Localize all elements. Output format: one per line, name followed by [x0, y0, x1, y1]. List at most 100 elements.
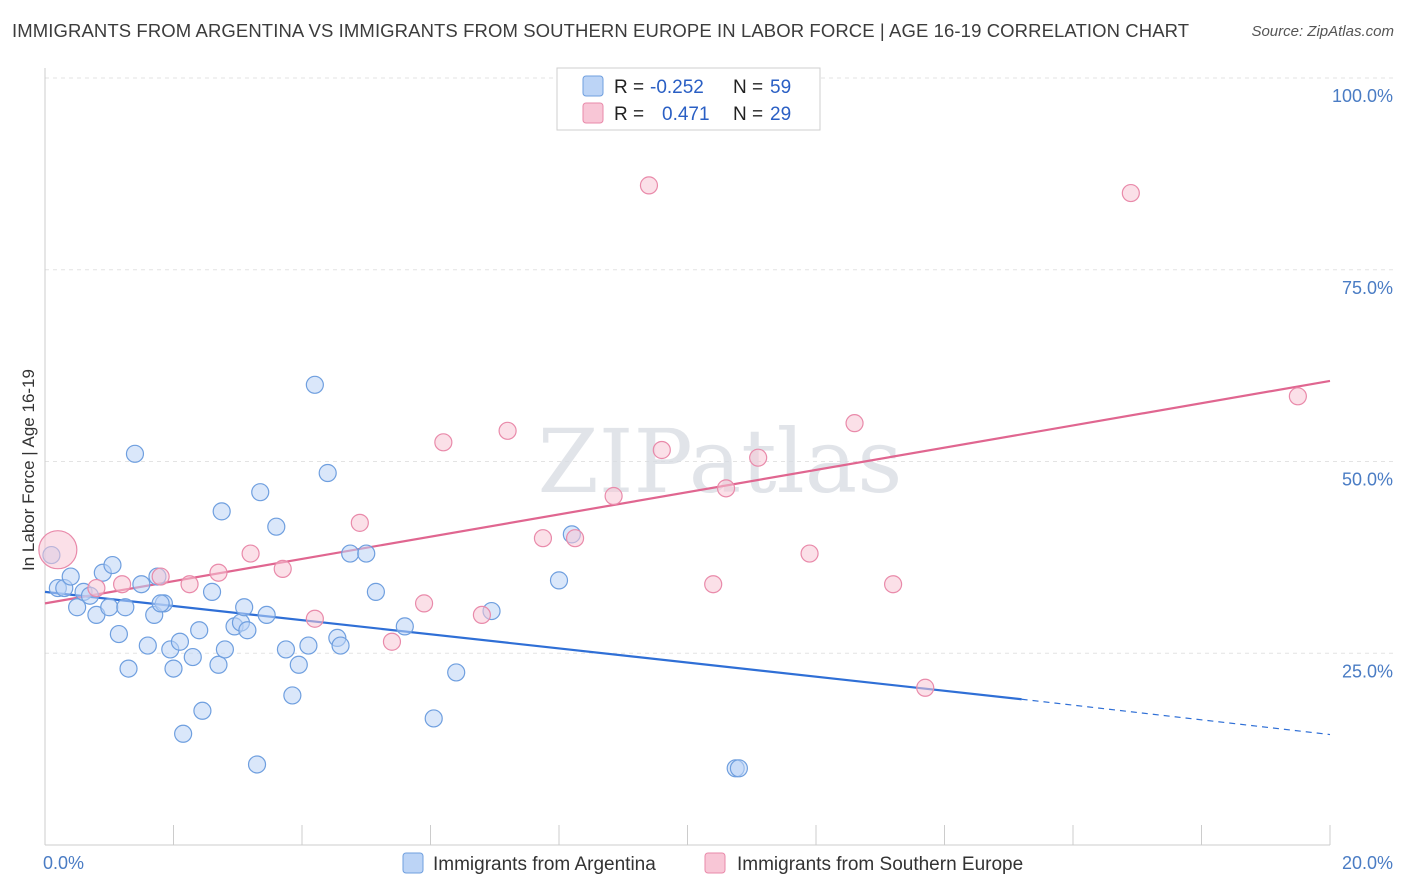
point-southern-europe-27 [1121, 183, 1140, 203]
point-argentina-28 [209, 655, 228, 674]
x-tick-label-1: 20.0% [1342, 853, 1393, 873]
point-southern-europe-13 [472, 605, 491, 625]
data-points [38, 176, 1307, 778]
x-tick-label-0: 0.0% [43, 853, 84, 873]
point-southern-europe-7 [273, 559, 292, 578]
point-argentina-44 [318, 463, 337, 483]
trend-line-argentina [44, 590, 1022, 701]
point-argentina-13 [119, 659, 138, 678]
legend-r-value-1: -0.252 [650, 77, 704, 98]
point-southern-europe-0 [38, 530, 78, 570]
point-argentina-52 [447, 663, 466, 682]
point-argentina-46 [331, 636, 350, 655]
point-argentina-14 [125, 444, 145, 463]
point-southern-europe-18 [639, 176, 659, 195]
point-argentina-10 [103, 555, 122, 575]
top-legend: R = -0.252 N = 59 R = 0.471 N = 29 [556, 67, 821, 131]
point-southern-europe-1 [87, 578, 106, 598]
bottom-legend-swatch-argentina [402, 852, 424, 874]
y-tick-label-0: 25.0% [1342, 661, 1393, 681]
point-argentina-9 [100, 598, 119, 617]
y-tick-label-3: 100.0% [1332, 86, 1393, 106]
point-argentina-35 [247, 755, 267, 774]
point-argentina-27 [202, 582, 222, 601]
legend-n-label-2: N = [733, 104, 763, 125]
point-southern-europe-23 [800, 544, 819, 563]
y-tick-label-2: 75.0% [1342, 278, 1393, 298]
point-southern-europe-2 [112, 575, 132, 594]
point-argentina-33 [235, 598, 254, 617]
point-southern-europe-5 [209, 563, 228, 582]
point-argentina-57 [729, 759, 749, 778]
point-argentina-16 [138, 636, 157, 655]
point-argentina-48 [357, 544, 376, 563]
point-southern-europe-6 [241, 544, 260, 563]
watermark: ZIPatlas [538, 410, 903, 513]
y-tick-labels: 25.0% 50.0% 75.0% 100.0% [1332, 86, 1393, 681]
y-axis-label: In Labor Force | Age 16-19 [19, 369, 38, 571]
point-southern-europe-20 [704, 575, 723, 594]
legend-r-value-2: 0.471 [662, 104, 710, 125]
point-argentina-12 [116, 598, 135, 617]
point-argentina-29 [212, 502, 231, 521]
point-argentina-39 [276, 640, 296, 659]
legend-n-value-1: 59 [770, 77, 791, 98]
point-southern-europe-25 [883, 575, 903, 594]
point-southern-europe-15 [533, 529, 553, 548]
bottom-legend-label-southern-europe: Immigrants from Southern Europe [737, 854, 1023, 875]
point-argentina-22 [170, 632, 190, 651]
point-argentina-34 [238, 621, 257, 640]
point-argentina-51 [424, 709, 443, 728]
point-southern-europe-17 [604, 486, 623, 506]
bottom-legend: Immigrants from Argentina Immigrants fro… [402, 852, 1023, 875]
axes [44, 68, 1331, 846]
trend-lines [44, 379, 1331, 736]
point-argentina-49 [366, 582, 385, 601]
point-argentina-37 [257, 605, 276, 625]
x-tick-labels: 0.0% 20.0% [43, 853, 1393, 873]
y-tick-label-1: 50.0% [1342, 470, 1393, 490]
point-argentina-21 [164, 659, 183, 678]
point-argentina-58 [151, 594, 170, 613]
point-southern-europe-12 [434, 433, 453, 452]
point-argentina-24 [183, 647, 202, 667]
legend-swatch-argentina [582, 75, 604, 97]
point-southern-europe-14 [498, 421, 517, 440]
point-argentina-11 [109, 624, 128, 644]
bottom-legend-label-argentina: Immigrants from Argentina [433, 854, 656, 875]
legend-n-value-2: 29 [770, 104, 791, 125]
point-argentina-41 [289, 655, 308, 674]
point-argentina-42 [299, 636, 318, 655]
point-southern-europe-8 [305, 609, 324, 628]
point-argentina-47 [341, 544, 360, 563]
point-argentina-36 [251, 483, 270, 502]
point-southern-europe-10 [382, 632, 402, 651]
legend-n-label-1: N = [733, 77, 763, 98]
point-southern-europe-9 [350, 513, 369, 532]
point-argentina-3 [61, 567, 80, 586]
point-southern-europe-22 [749, 448, 768, 467]
point-southern-europe-11 [414, 594, 434, 613]
grid-lines [45, 77, 1393, 654]
point-southern-europe-24 [845, 414, 864, 433]
legend-r-label-1: R = [614, 77, 644, 98]
point-argentina-15 [132, 575, 151, 594]
point-argentina-4 [68, 598, 87, 617]
point-argentina-38 [267, 517, 286, 536]
point-southern-europe-3 [151, 567, 170, 586]
point-southern-europe-21 [716, 479, 736, 498]
legend-swatch-southern-europe [582, 102, 604, 124]
bottom-legend-swatch-southern-europe [704, 852, 726, 874]
chart-title: IMMIGRANTS FROM ARGENTINA VS IMMIGRANTS … [12, 20, 1190, 41]
point-southern-europe-4 [180, 575, 199, 594]
point-argentina-25 [190, 621, 209, 640]
point-argentina-54 [549, 571, 569, 590]
trend-line-southern-europe [44, 379, 1331, 605]
point-southern-europe-26 [916, 678, 935, 697]
point-argentina-43 [305, 375, 324, 394]
point-argentina-23 [174, 724, 193, 743]
point-southern-europe-19 [652, 440, 671, 460]
trend-line-argentina-dashed [1021, 698, 1331, 736]
point-argentina-40 [283, 686, 302, 705]
